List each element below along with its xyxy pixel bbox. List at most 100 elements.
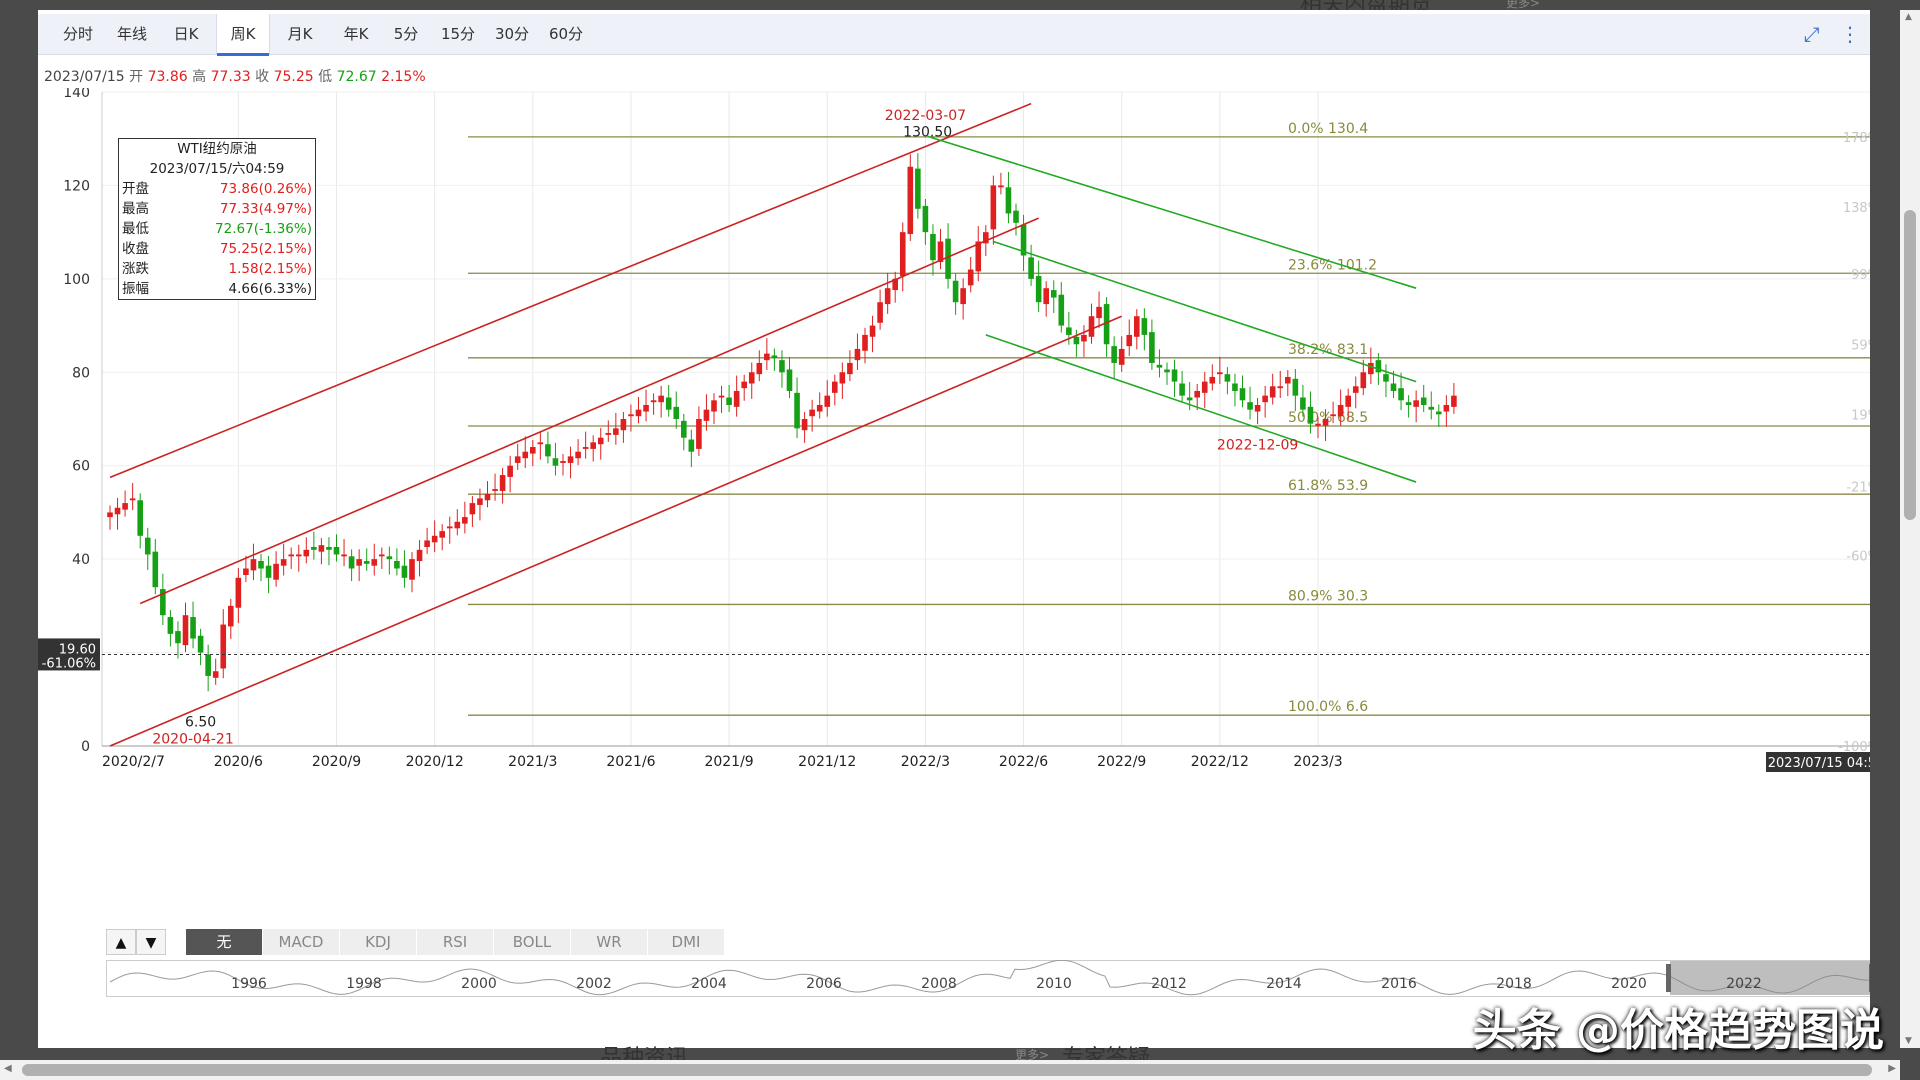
- navigator-handle: [1666, 964, 1671, 992]
- background-more-link[interactable]: 更多>: [1015, 1048, 1050, 1062]
- candle-body: [884, 288, 891, 305]
- candle-body: [1066, 327, 1072, 335]
- vertical-scrollbar[interactable]: ▲ ▼: [1900, 10, 1920, 1048]
- candle-body: [311, 546, 317, 550]
- tooltip-row-value: 75.25(2.15%): [219, 241, 312, 257]
- tab-fenshi[interactable]: 分时: [62, 25, 93, 43]
- low-label: 低: [318, 69, 333, 85]
- candle-body: [492, 489, 498, 491]
- tab-30min[interactable]: 30分: [494, 25, 530, 43]
- candlestick-chart[interactable]: 0.0% 130.423.6% 101.238.2% 83.150.0% 68.…: [38, 88, 1870, 928]
- tab-5min[interactable]: 5分: [393, 25, 419, 43]
- candle-body: [998, 185, 1004, 188]
- horizontal-scrollbar[interactable]: ◀ ▶: [0, 1060, 1900, 1080]
- candle-body: [560, 461, 566, 463]
- x-tick-label: 2020/2/7: [102, 754, 165, 770]
- indicator-wr[interactable]: WR: [571, 929, 648, 955]
- scroll-right-icon[interactable]: ▶: [1888, 1063, 1896, 1074]
- candle-body: [454, 521, 461, 529]
- green-channel-line: [993, 240, 1417, 383]
- candle-body: [1224, 374, 1231, 382]
- candle-body: [499, 475, 506, 491]
- candle-body: [756, 362, 763, 375]
- fib-level-label: 38.2% 83.1: [1288, 342, 1368, 358]
- close-value: 75.25: [273, 69, 314, 85]
- tab-day-k[interactable]: 日K: [173, 25, 199, 43]
- range-navigator[interactable]: 1996 1998 2000 2002 2004 2006 2008 2010 2012 2014…: [106, 960, 1870, 1000]
- navigator-year-label: 2002: [576, 976, 612, 992]
- y-tick-label: 140: [63, 88, 90, 101]
- horizontal-scroll-thumb[interactable]: [22, 1064, 1872, 1076]
- tooltip-row: 最高 77.33(4.97%): [119, 199, 315, 219]
- indicator-rsi[interactable]: RSI: [417, 929, 494, 955]
- candle-body: [605, 433, 612, 435]
- candle-body: [620, 419, 627, 431]
- candle-body: [1141, 318, 1148, 335]
- candle-body: [1149, 332, 1155, 363]
- indicator-dmi[interactable]: DMI: [648, 929, 725, 955]
- candle-body: [1217, 372, 1223, 375]
- fib-level-label: 61.8% 53.9: [1288, 478, 1368, 494]
- candle-body: [1390, 383, 1397, 391]
- background-more-link[interactable]: 更多>: [1506, 0, 1541, 10]
- candle-body: [1028, 257, 1034, 279]
- candle-body: [288, 554, 294, 557]
- candle-body: [1081, 334, 1087, 342]
- candle-body: [462, 517, 468, 524]
- candle-body: [235, 577, 242, 608]
- indicator-kdj[interactable]: KDJ: [340, 929, 417, 955]
- chevron-up-icon[interactable]: ▲: [106, 929, 136, 955]
- scroll-down-icon[interactable]: ▼: [1905, 1036, 1912, 1046]
- candle-body: [1156, 364, 1163, 368]
- candle-body: [681, 420, 687, 438]
- candle-body: [1307, 406, 1314, 424]
- candle-body: [1292, 378, 1299, 396]
- candle-body: [1360, 372, 1367, 389]
- candle-body: [1005, 187, 1012, 214]
- candle-body: [341, 554, 347, 557]
- tab-nianxian[interactable]: 年线: [116, 25, 147, 43]
- high-value: 77.33: [210, 69, 251, 85]
- tab-15min[interactable]: 15分: [440, 25, 476, 43]
- more-icon[interactable]: ⋮: [1840, 22, 1860, 46]
- candle-body: [658, 395, 664, 403]
- tooltip-title: WTI纽约原油: [177, 141, 257, 157]
- tab-year-k[interactable]: 年K: [343, 25, 369, 43]
- candle-body: [1277, 386, 1284, 389]
- navigator-year-label: 2006: [806, 976, 842, 992]
- scroll-left-icon[interactable]: ◀: [4, 1063, 12, 1074]
- scroll-up-icon[interactable]: ▲: [1905, 12, 1912, 22]
- candle-body: [431, 535, 438, 543]
- candle-body: [786, 369, 793, 391]
- tab-month-k[interactable]: 月K: [287, 25, 313, 43]
- candle-body: [265, 565, 272, 578]
- expand-icon[interactable]: ⤢: [1803, 22, 1820, 46]
- candle-body: [869, 325, 876, 337]
- candle-body: [1315, 423, 1321, 426]
- x-tick-label: 2020/6: [214, 754, 263, 770]
- candle-body: [1164, 369, 1170, 373]
- x-end-label: 2023/07/15 04:59: [1768, 756, 1870, 771]
- candle-body: [907, 166, 914, 235]
- tab-60min[interactable]: 60分: [548, 25, 584, 43]
- fib-level-label: 0.0% 130.4: [1288, 121, 1368, 137]
- vertical-scroll-thumb[interactable]: [1904, 210, 1916, 520]
- candle-body: [243, 568, 249, 576]
- candle-body: [1201, 381, 1208, 393]
- candle-body: [477, 498, 483, 505]
- candle-body: [258, 561, 264, 569]
- indicator-macd[interactable]: MACD: [263, 929, 340, 955]
- chart-annotation: 130.50: [903, 124, 952, 140]
- chevron-down-icon[interactable]: ▼: [136, 929, 166, 955]
- candle-body: [1405, 402, 1412, 405]
- open-label: 开: [129, 69, 144, 85]
- candle-body: [1398, 388, 1404, 401]
- tab-week-k[interactable]: 周K: [216, 14, 270, 56]
- candle-body: [1262, 395, 1268, 403]
- candle-body: [160, 589, 166, 616]
- candle-body: [1058, 294, 1065, 326]
- indicator-none[interactable]: 无: [186, 929, 263, 955]
- candle-body: [1232, 383, 1238, 391]
- indicator-boll[interactable]: BOLL: [494, 929, 571, 955]
- watermark-text: 头条 @价格趋势图说: [1472, 1005, 1884, 1056]
